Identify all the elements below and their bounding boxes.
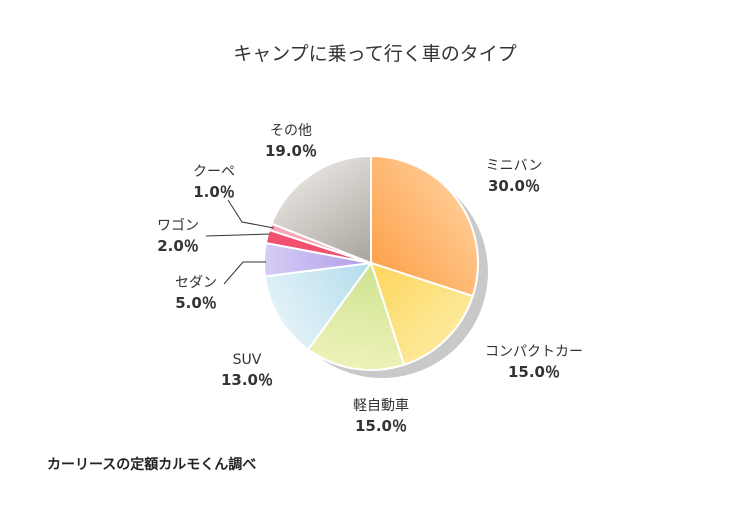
slice-value-6: 2.0％ bbox=[157, 237, 199, 255]
pie-slice-3 bbox=[306, 260, 406, 371]
leader-line-7 bbox=[227, 199, 275, 229]
leader-line-5 bbox=[223, 261, 266, 285]
slice-labels: ミニバン 30.0％ コンパクトカー 15.0％ 軽自動車 15.0％ SUV 13.0％ セダ… bbox=[157, 123, 583, 435]
slice-value-3: 15.0％ bbox=[355, 417, 407, 435]
slice-value-4: 13.0％ bbox=[221, 371, 273, 389]
slice-label-7: クーペ bbox=[193, 164, 235, 180]
pie-slice-4 bbox=[263, 261, 374, 351]
slice-value-5: 5.0％ bbox=[175, 294, 217, 312]
slice-value-2: 15.0％ bbox=[508, 363, 560, 381]
leader-line-6 bbox=[205, 233, 271, 237]
pie-slices bbox=[263, 154, 479, 371]
slice-value-7: 1.0％ bbox=[193, 183, 235, 201]
slice-label-2: コンパクトカー bbox=[485, 344, 583, 360]
slice-label-1: ミニバン bbox=[486, 158, 543, 174]
slice-label-3: 軽自動車 bbox=[353, 397, 409, 414]
slice-label-8: その他 bbox=[270, 123, 312, 139]
pie-slice-1 bbox=[370, 154, 479, 298]
pie-slice-8 bbox=[270, 154, 372, 265]
slice-label-4: SUV bbox=[233, 352, 262, 368]
slice-label-6: ワゴン bbox=[157, 217, 199, 234]
leader-lines bbox=[205, 199, 275, 285]
slice-label-5: セダン bbox=[175, 275, 217, 291]
slice-value-8: 19.0％ bbox=[265, 142, 317, 160]
source-note: カーリースの定額カルモくん調べ bbox=[47, 457, 257, 473]
slice-value-1: 30.0％ bbox=[488, 177, 540, 195]
chart-title: キャンプに乗って行く車のタイプ bbox=[233, 43, 516, 65]
